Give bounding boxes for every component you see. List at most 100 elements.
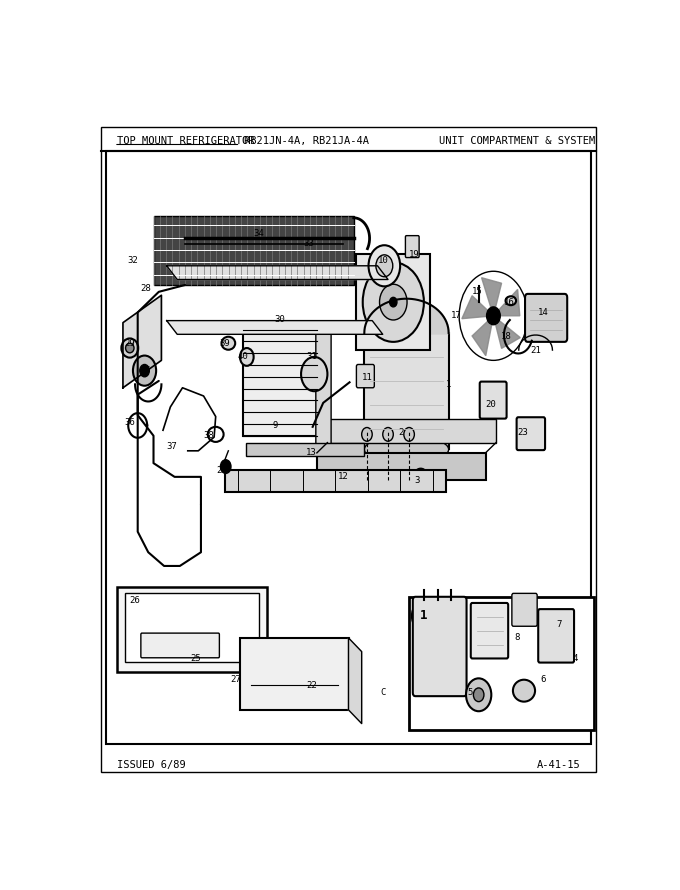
Circle shape [362,263,424,342]
Text: 6: 6 [541,675,546,684]
Text: 30: 30 [275,315,286,324]
Text: 19: 19 [409,249,420,259]
Text: 21: 21 [530,345,541,354]
Bar [364,333,449,449]
Text: UNIT COMPARTMENT & SYSTEM: UNIT COMPARTMENT & SYSTEM [439,136,595,146]
FancyBboxPatch shape [512,594,537,627]
Circle shape [220,460,231,473]
FancyBboxPatch shape [539,609,574,662]
Text: 1: 1 [446,380,452,389]
Text: 5: 5 [467,688,473,697]
FancyBboxPatch shape [405,236,419,257]
Circle shape [379,284,407,320]
FancyBboxPatch shape [141,633,220,658]
Polygon shape [348,638,362,724]
Circle shape [412,601,435,631]
FancyBboxPatch shape [471,603,508,659]
Ellipse shape [505,296,516,305]
Text: 14: 14 [538,308,549,317]
Text: 31: 31 [306,352,317,361]
Text: ISSUED 6/89: ISSUED 6/89 [117,760,186,770]
Text: 15: 15 [472,287,483,296]
Bar [124,594,259,662]
Text: 40: 40 [238,352,248,361]
Circle shape [383,427,393,441]
Bar [356,255,430,350]
Polygon shape [472,316,494,356]
Polygon shape [462,295,494,319]
Text: 4: 4 [573,654,578,663]
Polygon shape [494,316,520,348]
Circle shape [301,357,328,392]
Text: 9: 9 [272,421,277,430]
Bar [409,597,594,731]
Text: 20: 20 [486,400,496,409]
Text: 7: 7 [557,619,562,628]
Text: RB21JN-4A, RB21JA-4A: RB21JN-4A, RB21JA-4A [244,136,369,146]
Text: 3: 3 [414,476,420,485]
Text: 29: 29 [124,339,135,348]
Text: 28: 28 [140,284,151,293]
Circle shape [466,678,492,711]
FancyBboxPatch shape [479,382,507,418]
Circle shape [413,469,428,490]
Polygon shape [494,289,520,316]
Ellipse shape [222,336,235,350]
Text: 34: 34 [254,229,265,239]
Text: 16: 16 [504,297,515,307]
Circle shape [240,348,254,366]
Bar [106,151,591,744]
Text: 11: 11 [362,373,373,382]
Text: TOP MOUNT REFRIGERATOR: TOP MOUNT REFRIGERATOR [117,136,254,146]
Text: 37: 37 [167,441,177,450]
Text: 1: 1 [420,610,428,622]
Text: 8: 8 [515,634,520,643]
Circle shape [140,365,150,376]
Text: 36: 36 [124,417,135,426]
Text: 38: 38 [203,432,214,441]
Circle shape [133,356,156,385]
Text: 12: 12 [338,473,349,481]
Bar [328,418,496,442]
Text: 10: 10 [377,256,388,265]
Text: 17: 17 [451,312,462,320]
Text: 25: 25 [190,654,201,663]
Bar [317,453,486,481]
Bar [241,638,348,710]
Text: 18: 18 [501,332,512,341]
Text: 39: 39 [219,339,230,348]
Text: 33: 33 [303,239,314,248]
Polygon shape [123,295,161,388]
Ellipse shape [126,344,134,352]
Text: 24: 24 [217,465,227,474]
Circle shape [362,427,372,441]
Text: 32: 32 [127,256,138,265]
Ellipse shape [364,436,449,463]
FancyBboxPatch shape [316,325,331,444]
Polygon shape [167,320,383,335]
Bar [154,216,354,285]
Circle shape [369,246,400,287]
Bar [245,442,364,457]
Ellipse shape [121,338,138,358]
FancyBboxPatch shape [525,294,567,342]
Text: C: C [380,688,386,697]
Circle shape [404,427,414,441]
Polygon shape [167,266,388,279]
Text: 23: 23 [517,428,528,437]
Circle shape [390,297,397,307]
Text: 2: 2 [398,428,404,437]
Polygon shape [481,278,502,316]
Text: 13: 13 [306,449,317,457]
Ellipse shape [513,680,535,701]
Bar [117,587,267,672]
Text: 22: 22 [306,682,317,691]
Text: 27: 27 [230,675,241,684]
Bar [224,470,446,492]
Text: 26: 26 [130,595,141,604]
Circle shape [376,255,393,277]
Text: A-41-15: A-41-15 [537,760,581,770]
Text: 35: 35 [140,366,151,376]
FancyBboxPatch shape [356,365,374,388]
FancyBboxPatch shape [517,417,545,450]
